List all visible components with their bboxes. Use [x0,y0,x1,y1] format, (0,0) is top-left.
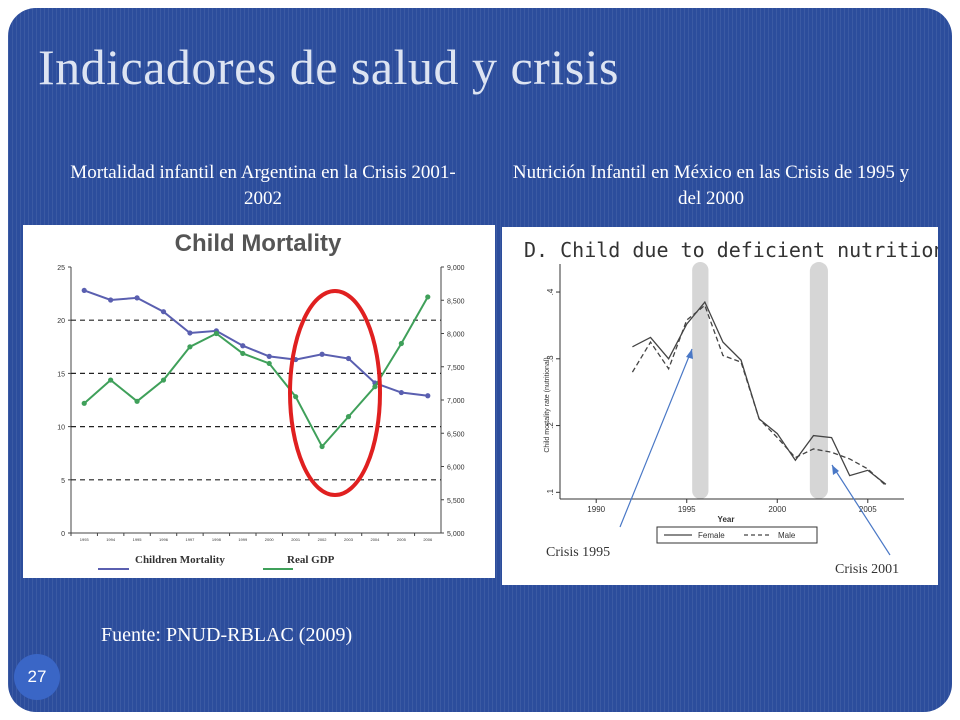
chart1-x-tick-label: 1998 [212,537,222,542]
chart1-x-tick-label: 2004 [370,537,380,542]
chart1-right-tick-label: 8,500 [447,298,465,305]
children-mortality-point [398,389,404,396]
chart1-x-tick-label: 2006 [423,537,433,542]
chart2-legend-box [656,526,818,544]
real-gdp-point [240,350,246,357]
annotation-crisis-2001: Crisis 2001 [835,562,899,577]
slide: Indicadores de salud y crisis Mortalidad… [8,8,952,712]
chart1-title: Child Mortality [175,230,342,257]
chart1-right-tick-label: 6,500 [447,431,465,438]
chart1-x-tick-label: 1996 [159,537,169,542]
chart1-right-tick-label: 5,000 [447,531,465,538]
children-mortality-point [319,351,325,357]
slide-title: Indicadores de salud y crisis [38,39,620,95]
chart1-x-tick-label: 2005 [397,537,407,542]
chart1-x-tick-label: 1995 [133,537,143,542]
children-mortality-point [160,309,167,315]
real-gdp-point [187,344,193,350]
chart1-left-tick-label: 10 [57,425,65,432]
subtitle-argentina: Mortalidad infantil en Argentina en la C… [70,162,456,209]
female-line [632,300,887,485]
real-gdp-point [108,377,114,383]
children-mortality-point [240,343,246,349]
chart2-y-tick-label: .3 [546,355,555,362]
chart1-x-tick-label: 1997 [185,537,195,542]
page-number: 27 [14,654,60,700]
chart2-xlabel: Year [718,515,735,524]
children-mortality-point [81,287,87,294]
source-citation: Fuente: PNUD-RBLAC (2009) [101,624,353,646]
children-mortality-point [108,297,114,303]
real-gdp-point [398,340,404,347]
chart1-x-tick-label: 2000 [265,537,275,542]
real-gdp-point [425,294,431,300]
chart2-y-tick-label: .2 [546,422,555,429]
children-mortality-point [425,393,431,399]
real-gdp-point [213,330,219,337]
children-mortality-point [266,353,272,359]
legend-male: Male [778,531,796,540]
children-mortality-line [83,289,428,397]
chart1-right-tick-label: 7,000 [447,398,465,405]
chart2-x-tick-label: 1995 [678,505,696,514]
real-gdp-point [81,400,87,406]
crisis-1995-arrow [619,348,693,528]
chart1-x-tick-label: 1999 [238,537,248,542]
chart1-right-tick-label: 7,500 [447,365,465,372]
real-gdp-line [83,296,429,449]
chart2-title: D. Child due to deficient nutrition [524,238,938,262]
legend-children-mortality: Children Mortality [135,554,225,566]
real-gdp-point [160,377,167,383]
chart1-left-tick-label: 0 [61,531,65,538]
children-mortality-point [187,330,193,336]
crisis-1995-arrowhead [686,349,693,359]
chart1-left-tick-label: 5 [61,478,65,485]
male-line [631,304,887,487]
chart1-x-tick-label: 2001 [291,537,301,542]
legend-female: Female [698,531,725,540]
crisis-shaded-band [809,262,828,499]
real-gdp-point [134,398,140,404]
chart1-right-tick-label: 9,000 [447,265,465,272]
chart1-x-tick-label: 2002 [318,537,328,542]
chart2-x-tick-label: 2000 [768,505,786,514]
real-gdp-point [345,414,352,420]
chart2-x-tick-label: 1990 [587,505,605,514]
chart1-x-tick-label: 2003 [344,537,354,542]
chart1-x-tick-label: 1994 [106,537,116,542]
crisis-2001-arrowhead [832,465,839,475]
chart2-y-tick-label: .1 [546,488,555,495]
chart1-left-tick-label: 25 [57,265,65,272]
crisis-highlight-ellipse [288,289,382,497]
chart1-x-tick-label: 1993 [80,537,90,542]
annotation-crisis-1995: Crisis 1995 [546,545,610,560]
children-mortality-point [134,295,140,301]
chart1-left-tick-label: 15 [57,371,65,378]
real-gdp-point [372,384,378,390]
chart2-ylabel: Child mortality rate (nutritional) [544,357,551,452]
legend-real-gdp: Real GDP [287,554,335,566]
real-gdp-point [266,360,272,367]
child-mortality-panel: Child Mortality 0 5 10 15 20 25 5,000 5,500 6,0… [23,225,495,578]
subtitle-mexico: Nutrición Infantil en México en las Cris… [512,162,910,209]
children-mortality-point [345,355,352,362]
chart1-left-tick-label: 20 [57,318,65,325]
crisis-2001-arrow [831,464,891,556]
chart2-y-tick-label: .4 [546,288,555,295]
child-nutrition-panel: D. Child due to deficient nutrition .1 .2… [502,227,938,585]
real-gdp-point [319,443,325,450]
chart1-right-tick-label: 6,000 [447,465,465,472]
chart2-x-tick-label: 2005 [859,505,877,514]
real-gdp-point [293,394,299,400]
chart1-right-tick-label: 8,000 [447,332,465,339]
child-mortality-chart: Child Mortality 0 5 10 15 20 25 5,000 5,500 6,0… [57,230,465,570]
crisis-shaded-band [692,262,709,499]
child-nutrition-chart: D. Child due to deficient nutrition .1 .2… [524,238,938,577]
chart1-right-tick-label: 5,500 [447,498,465,505]
